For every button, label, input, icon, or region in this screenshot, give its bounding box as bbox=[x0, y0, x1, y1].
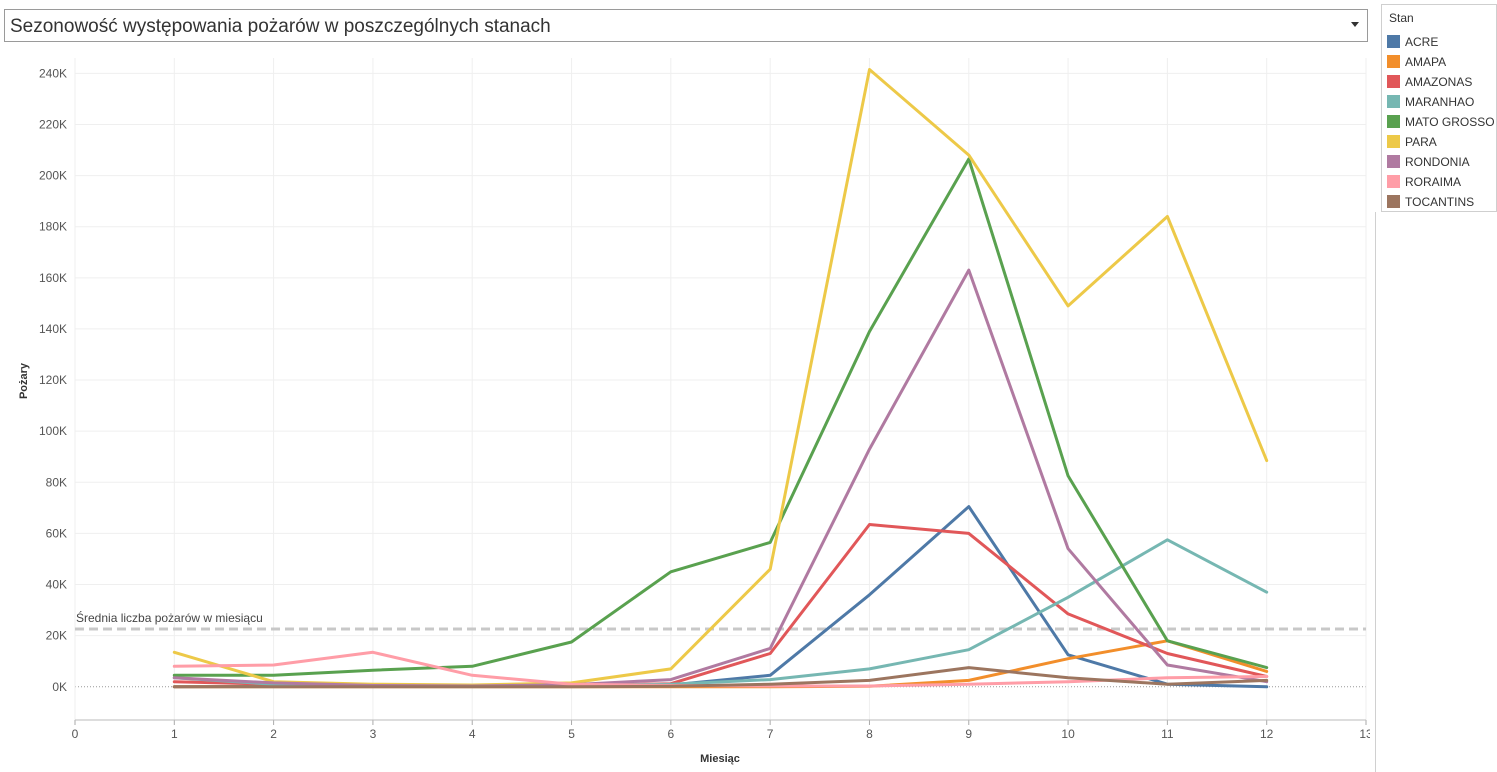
legend-swatch bbox=[1387, 195, 1400, 208]
y-tick-label: 20K bbox=[46, 629, 67, 643]
x-tick-label: 8 bbox=[866, 727, 873, 741]
series-line-mato-grosso[interactable] bbox=[172, 157, 1269, 677]
legend-item-label: ACRE bbox=[1405, 35, 1439, 49]
legend-swatch bbox=[1387, 155, 1400, 168]
legend-item-label: AMAPA bbox=[1405, 55, 1447, 69]
legend-item-label: PARA bbox=[1405, 135, 1437, 149]
x-tick-label: 1 bbox=[171, 727, 178, 741]
x-tick-label: 4 bbox=[469, 727, 476, 741]
y-tick-label: 180K bbox=[39, 220, 67, 234]
caret-down-icon[interactable] bbox=[1351, 22, 1359, 27]
legend-swatch bbox=[1387, 75, 1400, 88]
page-title: Sezonowość występowania pożarów w poszcz… bbox=[10, 16, 551, 37]
legend-item-label: MARANHAO bbox=[1405, 95, 1475, 109]
x-tick-label: 11 bbox=[1161, 727, 1174, 741]
series-line-rondonia[interactable] bbox=[172, 268, 1269, 688]
series-line-amazonas[interactable] bbox=[172, 523, 1269, 688]
y-tick-label: 220K bbox=[39, 117, 67, 131]
reference-line-layer: Średnia liczba pożarów w miesiącu bbox=[75, 610, 1366, 631]
axis-layer: 0K20K40K60K80K100K120K140K160K180K200K22… bbox=[39, 66, 1370, 741]
series-line-tocantins[interactable] bbox=[172, 666, 1269, 689]
x-tick-label: 6 bbox=[668, 727, 675, 741]
y-tick-label: 160K bbox=[39, 271, 67, 285]
grid-layer bbox=[74, 58, 1367, 720]
y-tick-label: 60K bbox=[46, 526, 67, 540]
y-tick-label: 140K bbox=[39, 322, 67, 336]
x-tick-label: 7 bbox=[767, 727, 774, 741]
legend-item-label: TOCANTINS bbox=[1405, 195, 1475, 209]
y-tick-label: 120K bbox=[39, 373, 67, 387]
y-tick-label: 40K bbox=[46, 578, 67, 592]
legend-item-label: MATO GROSSO bbox=[1405, 115, 1495, 129]
y-axis-label: Pożary bbox=[18, 362, 30, 399]
legend-item-label: AMAZONAS bbox=[1405, 75, 1473, 89]
legend-swatch bbox=[1387, 55, 1400, 68]
x-axis-label: Miesiąc bbox=[700, 753, 740, 765]
x-tick-label: 13 bbox=[1359, 727, 1370, 741]
legend-swatch bbox=[1387, 95, 1400, 108]
legend-swatch bbox=[1387, 175, 1400, 188]
legend-swatch bbox=[1387, 35, 1400, 48]
x-tick-label: 9 bbox=[965, 727, 972, 741]
reference-line-label: Średnia liczba pożarów w miesiącu bbox=[76, 610, 263, 625]
title-dropdown[interactable]: Sezonowość występowania pożarów w poszcz… bbox=[4, 9, 1368, 42]
legend-item-label: RORAIMA bbox=[1405, 175, 1462, 189]
y-tick-label: 100K bbox=[39, 424, 67, 438]
x-tick-label: 10 bbox=[1061, 727, 1075, 741]
x-tick-label: 12 bbox=[1260, 727, 1274, 741]
series-line-para[interactable] bbox=[172, 68, 1269, 687]
y-tick-label: 80K bbox=[46, 475, 67, 489]
series-layer bbox=[172, 68, 1269, 689]
line-chart: 0K20K40K60K80K100K120K140K160K180K200K22… bbox=[18, 58, 1370, 765]
y-tick-label: 240K bbox=[39, 66, 67, 80]
legend-title: Stan bbox=[1389, 11, 1414, 25]
legend: Stan ACRE AMAPA AMAZONAS MARANHAO MATO GROSS… bbox=[1381, 4, 1497, 212]
legend-item-label: RONDONIA bbox=[1405, 155, 1470, 169]
x-tick-label: 0 bbox=[72, 727, 79, 741]
panel-divider bbox=[1375, 212, 1376, 772]
y-tick-label: 200K bbox=[39, 169, 67, 183]
legend-swatch bbox=[1387, 135, 1400, 148]
legend-swatch bbox=[1387, 115, 1400, 128]
x-tick-label: 5 bbox=[568, 727, 575, 741]
x-tick-label: 3 bbox=[370, 727, 377, 741]
y-tick-label: 0K bbox=[52, 680, 67, 694]
x-tick-label: 2 bbox=[270, 727, 277, 741]
